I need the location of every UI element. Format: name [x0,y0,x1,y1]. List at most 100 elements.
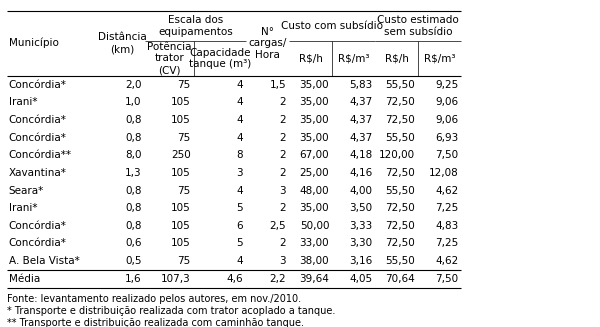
Text: 4,37: 4,37 [349,133,372,143]
Text: 4,37: 4,37 [349,115,372,125]
Text: 4: 4 [236,115,243,125]
Text: 4,83: 4,83 [435,221,458,231]
Text: 35,00: 35,00 [299,97,329,107]
Text: 72,50: 72,50 [386,168,415,178]
Text: 6,93: 6,93 [435,133,458,143]
Text: 120,00: 120,00 [379,150,415,160]
Text: 7,25: 7,25 [435,238,458,249]
Text: Concórdia**: Concórdia** [8,150,71,160]
Text: 75: 75 [178,80,191,90]
Text: 4,62: 4,62 [435,256,458,266]
Text: Concórdia*: Concórdia* [8,80,67,90]
Text: 0,8: 0,8 [125,185,142,196]
Text: 1,5: 1,5 [269,80,286,90]
Text: 35,00: 35,00 [299,115,329,125]
Text: 250: 250 [171,150,191,160]
Text: 55,50: 55,50 [386,80,415,90]
Text: 7,50: 7,50 [435,274,458,284]
Text: 9,25: 9,25 [435,80,458,90]
Text: 2: 2 [280,115,286,125]
Text: 39,64: 39,64 [299,274,329,284]
Text: 2: 2 [280,238,286,249]
Text: 4: 4 [236,256,243,266]
Text: 1,6: 1,6 [125,274,142,284]
Text: Fonte: levantamento realizado pelos autores, em nov./2010.: Fonte: levantamento realizado pelos auto… [7,294,301,304]
Text: Irani*: Irani* [8,203,37,213]
Text: A. Bela Vista*: A. Bela Vista* [8,256,79,266]
Text: 3,50: 3,50 [349,203,372,213]
Text: Xavantina*: Xavantina* [8,168,67,178]
Text: R$/h: R$/h [299,53,323,63]
Text: 105: 105 [171,203,191,213]
Text: 75: 75 [178,133,191,143]
Text: 3: 3 [280,185,286,196]
Text: 9,06: 9,06 [435,97,458,107]
Text: 35,00: 35,00 [299,80,329,90]
Text: ** Transporte e distribuição realizada com caminhão tanque.: ** Transporte e distribuição realizada c… [7,318,304,327]
Text: Irani*: Irani* [8,97,37,107]
Text: 8,0: 8,0 [125,150,142,160]
Text: 4,00: 4,00 [349,185,372,196]
Text: 72,50: 72,50 [386,97,415,107]
Text: 55,50: 55,50 [386,256,415,266]
Text: 4,6: 4,6 [227,274,243,284]
Text: 0,5: 0,5 [125,256,142,266]
Text: R$/h: R$/h [385,53,409,63]
Text: R$/m³: R$/m³ [424,53,455,63]
Text: 5: 5 [236,203,243,213]
Text: 4: 4 [236,97,243,107]
Text: 72,50: 72,50 [386,238,415,249]
Text: 55,50: 55,50 [386,133,415,143]
Text: 5,83: 5,83 [349,80,372,90]
Text: 2,2: 2,2 [269,274,286,284]
Text: 2: 2 [280,150,286,160]
Text: 7,25: 7,25 [435,203,458,213]
Text: * Transporte e distribuição realizada com trator acoplado a tanque.: * Transporte e distribuição realizada co… [7,306,336,316]
Text: 0,6: 0,6 [125,238,142,249]
Text: 75: 75 [178,256,191,266]
Text: R$/m³: R$/m³ [338,53,370,63]
Text: 70,64: 70,64 [386,274,415,284]
Text: 1,0: 1,0 [125,97,142,107]
Text: 2: 2 [280,133,286,143]
Text: 9,06: 9,06 [435,115,458,125]
Text: 5: 5 [236,238,243,249]
Text: Média: Média [8,274,40,284]
Text: 4,05: 4,05 [349,274,372,284]
Text: 0,8: 0,8 [125,115,142,125]
Text: 38,00: 38,00 [299,256,329,266]
Text: 67,00: 67,00 [299,150,329,160]
Text: Custo com subsídio: Custo com subsídio [281,21,383,31]
Text: 105: 105 [171,221,191,231]
Text: 105: 105 [171,97,191,107]
Text: 4: 4 [236,80,243,90]
Text: Capacidade
tanque (m³): Capacidade tanque (m³) [189,48,251,69]
Text: 7,50: 7,50 [435,150,458,160]
Text: 3,16: 3,16 [349,256,372,266]
Text: 35,00: 35,00 [299,203,329,213]
Text: 3,30: 3,30 [349,238,372,249]
Text: 2: 2 [280,97,286,107]
Text: 48,00: 48,00 [299,185,329,196]
Text: 1,3: 1,3 [125,168,142,178]
Text: Concórdia*: Concórdia* [8,238,67,249]
Text: 12,08: 12,08 [428,168,458,178]
Text: 2,0: 2,0 [125,80,142,90]
Text: 4,62: 4,62 [435,185,458,196]
Text: 0,8: 0,8 [125,203,142,213]
Text: 72,50: 72,50 [386,203,415,213]
Text: 72,50: 72,50 [386,115,415,125]
Text: 0,8: 0,8 [125,133,142,143]
Text: 3: 3 [280,256,286,266]
Text: Potência
trator
(CV): Potência trator (CV) [147,42,191,75]
Text: Seara*: Seara* [8,185,44,196]
Text: Concórdia*: Concórdia* [8,115,67,125]
Text: 3: 3 [236,168,243,178]
Text: 75: 75 [178,185,191,196]
Text: 4: 4 [236,185,243,196]
Text: 2: 2 [280,203,286,213]
Text: 105: 105 [171,168,191,178]
Text: Concórdia*: Concórdia* [8,221,67,231]
Text: 2: 2 [280,168,286,178]
Text: 3,33: 3,33 [349,221,372,231]
